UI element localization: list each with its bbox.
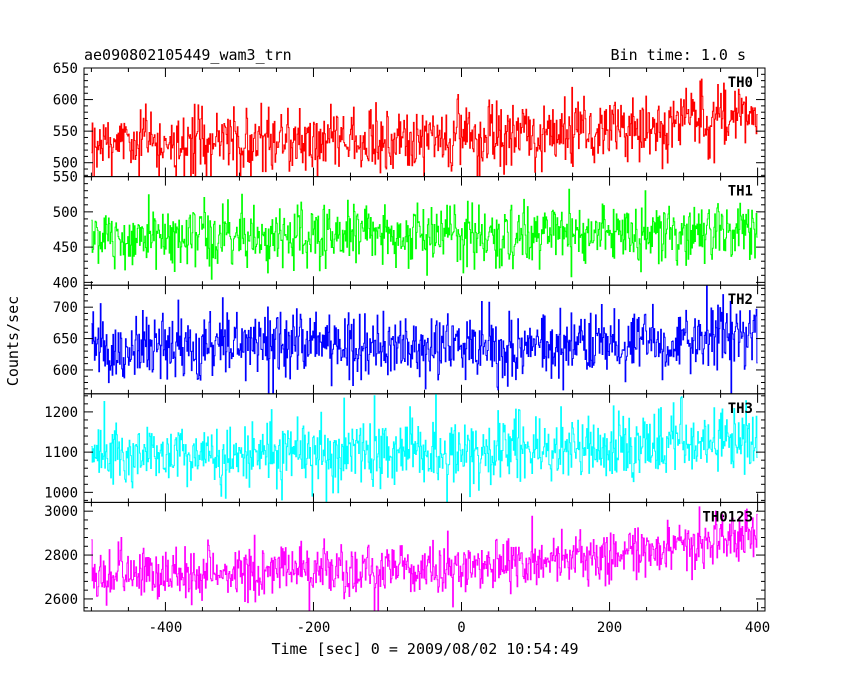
y-tick-label: 550	[53, 170, 78, 186]
panel-label-th2: TH2	[728, 292, 753, 308]
panel-label-th3: TH3	[728, 401, 753, 417]
x-tick-label: 200	[597, 620, 622, 636]
y-tick-label: 600	[53, 363, 78, 379]
x-axis-ticks: -400 -200 0 200 400	[149, 620, 771, 636]
y-tick-label: 1100	[44, 445, 78, 461]
x-tick-label: -400	[149, 620, 183, 636]
y-tick-label: 1200	[44, 405, 78, 421]
panel-label-th0123: TH0123	[702, 509, 753, 525]
panel-th3: 1000 1100 1200 TH3	[44, 393, 766, 503]
y-tick-label: 550	[53, 124, 78, 140]
panel-th2: 600 650 700 TH2	[53, 284, 766, 395]
x-tick-label: 400	[745, 620, 770, 636]
y-tick-label: 2600	[44, 592, 78, 608]
chart-title: ae090802105449_wam3_trn	[84, 46, 292, 64]
x-tick-label: 0	[457, 620, 465, 636]
series-th0123	[91, 506, 758, 611]
y-tick-label: 2800	[44, 548, 78, 564]
series-th2	[91, 285, 758, 394]
y-tick-label: 700	[53, 300, 78, 316]
x-tick-label: -200	[297, 620, 331, 636]
y-tick-label: 1000	[44, 485, 78, 501]
y-tick-label: 500	[53, 205, 78, 221]
y-tick-label: 600	[53, 93, 78, 109]
y-tick-label: 450	[53, 240, 78, 256]
panel-th0123: 2600 2800 3000 TH0123	[44, 501, 766, 612]
y-tick-label: 400	[53, 275, 78, 291]
y-tick-label: 650	[53, 332, 78, 348]
bin-time-label: Bin time: 1.0 s	[611, 46, 746, 64]
panel-label-th0: TH0	[728, 75, 753, 91]
panel-label-th1: TH1	[728, 184, 753, 200]
series-th1	[91, 188, 758, 280]
y-tick-label: 650	[53, 61, 78, 77]
series-th3	[91, 393, 758, 503]
y-tick-label: 500	[53, 156, 78, 172]
y-tick-label: 3000	[44, 504, 78, 520]
x-axis-label: Time [sec] 0 = 2009/08/02 10:54:49	[271, 640, 578, 658]
panel-th1: 400 450 500 550 TH1	[53, 170, 766, 291]
panel-th0: 500 550 600 650 TH0	[53, 61, 766, 178]
series-th0	[91, 78, 758, 177]
y-axis-label: Counts/sec	[4, 296, 22, 386]
